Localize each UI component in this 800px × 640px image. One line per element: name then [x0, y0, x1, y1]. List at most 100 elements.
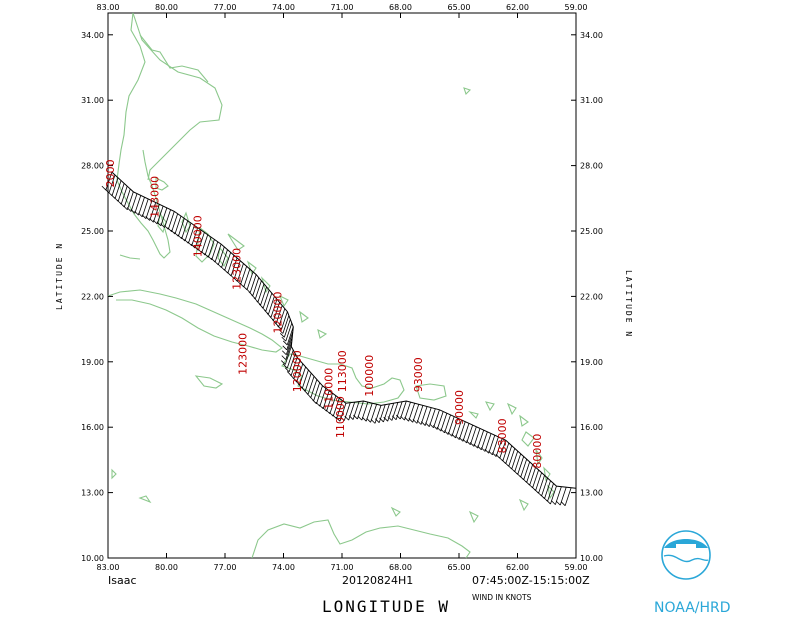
- altitude-label: 80000: [531, 434, 544, 469]
- wind-barb: [440, 413, 448, 432]
- wind-barb: [424, 407, 432, 426]
- wind-barb: [230, 257, 238, 277]
- wind-barb: [217, 246, 225, 265]
- wind-barb: [145, 200, 153, 219]
- wind-barb: [529, 467, 537, 486]
- altitude-label: 100000: [363, 355, 376, 397]
- wind-barb: [221, 249, 228, 268]
- wind-barb: [268, 296, 275, 315]
- y-tick-label: 34.00: [580, 31, 603, 40]
- wind-barb-flag: [149, 217, 154, 223]
- wind-barb-flag: [137, 212, 143, 218]
- wind-barb: [108, 174, 116, 194]
- x-tick-label: 62.00: [506, 563, 529, 572]
- wind-barb: [447, 416, 455, 435]
- wind-barb: [114, 180, 122, 199]
- wind-barb: [484, 433, 492, 452]
- plot-frame: [107, 12, 577, 559]
- wind-barb-flag: [344, 415, 349, 421]
- wind-barb-flag: [546, 499, 551, 505]
- wind-barb: [255, 280, 262, 299]
- wind-barb: [284, 346, 292, 365]
- wind-barb: [283, 319, 291, 338]
- wind-barb: [469, 426, 477, 445]
- wind-barb: [520, 459, 528, 478]
- wind-barb-flag: [560, 501, 566, 506]
- wind-barb-flag: [370, 419, 376, 424]
- wind-barb-flag: [126, 207, 132, 212]
- wind-barb: [307, 376, 315, 395]
- wind-barb-flag: [200, 250, 206, 256]
- wind-units: WIND IN KNOTS: [472, 593, 532, 602]
- y-tick-label: 28.00: [580, 162, 603, 171]
- noaa-hrd-label: NOAA/HRD: [654, 600, 731, 616]
- wind-barb: [208, 239, 215, 258]
- wind-barb: [416, 405, 424, 424]
- wind-barb: [278, 308, 286, 327]
- wind-barb-flag: [374, 418, 380, 423]
- wind-barb: [138, 196, 145, 216]
- x-tick-label: 77.00: [214, 563, 237, 572]
- wind-barb: [288, 353, 296, 372]
- wind-barb: [514, 453, 522, 472]
- y-axis-title-left: LATITUDE N: [55, 242, 64, 310]
- wind-barb: [171, 213, 179, 232]
- wind-barb: [511, 450, 519, 470]
- wind-barb: [130, 193, 138, 212]
- altitude-labels: 2000 143000 140000 123000 120000 123000 120000…: [104, 159, 544, 468]
- wind-barb-flag: [555, 500, 561, 506]
- wind-barb-flag: [278, 329, 284, 334]
- noaa-logo-icon: [661, 530, 711, 580]
- wind-barb: [204, 236, 212, 256]
- wind-barb: [473, 428, 481, 447]
- y-tick-label: 25.00: [81, 227, 104, 236]
- altitude-label: 143000: [149, 176, 162, 218]
- wind-barbs: [101, 172, 572, 506]
- wind-barb-flag: [312, 399, 317, 405]
- wind-barb: [191, 227, 199, 246]
- wind-barb: [224, 252, 232, 271]
- wind-barb: [296, 363, 304, 382]
- wind-barb: [488, 435, 496, 454]
- wind-barb: [554, 486, 562, 505]
- wind-barb: [433, 409, 440, 428]
- x-tick-label: 68.00: [389, 563, 412, 572]
- wind-barb: [495, 438, 503, 457]
- y-tick-label: 10.00: [580, 554, 603, 563]
- wind-barb: [270, 299, 278, 318]
- wind-barb: [302, 369, 309, 389]
- wind-barb: [319, 388, 327, 407]
- wind-barb: [286, 331, 294, 350]
- wind-barb-flag: [469, 442, 475, 447]
- y-tick-label: 16.00: [580, 423, 603, 432]
- x-tick-label: 71.00: [331, 563, 354, 572]
- wind-barb: [181, 220, 189, 239]
- wind-barb-flag: [473, 443, 478, 449]
- wind-barb-flag: [318, 404, 324, 410]
- altitude-label: 110000: [322, 368, 335, 410]
- wind-barb-flag: [443, 430, 449, 435]
- wind-barb-flag: [429, 423, 434, 429]
- wind-barb: [227, 255, 235, 274]
- wind-barb: [167, 211, 175, 230]
- wind-barb-flag: [387, 416, 393, 421]
- altitude-label: 93000: [412, 357, 425, 392]
- wind-barb-flag: [170, 229, 176, 235]
- wind-barb: [428, 408, 436, 427]
- wind-barb-flag: [156, 221, 162, 227]
- wind-barb: [285, 341, 293, 360]
- wind-barb: [535, 472, 542, 491]
- wind-barb-flag: [325, 409, 331, 415]
- altitude-label: 123000: [231, 248, 244, 290]
- wind-barb-flag: [458, 437, 464, 442]
- wind-barb: [378, 404, 386, 423]
- wind-barb-flag: [284, 367, 290, 373]
- wind-barb-flag: [488, 450, 493, 456]
- wind-barb: [391, 402, 399, 421]
- wind-barb-flag: [204, 253, 209, 258]
- wind-barb-flag: [440, 428, 445, 434]
- altitude-label: 123000: [236, 333, 249, 375]
- wind-barb: [246, 271, 254, 290]
- wind-barb: [383, 403, 390, 423]
- wind-barb-flag: [491, 452, 497, 457]
